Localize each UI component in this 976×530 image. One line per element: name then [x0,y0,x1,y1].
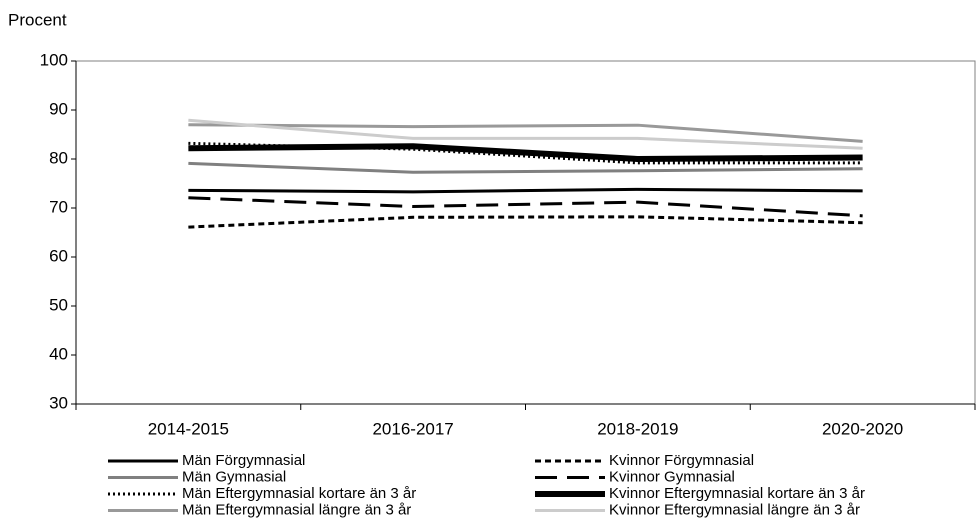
legend-label: Kvinnor Förgymnasial [609,452,754,469]
legend-label: Män Eftergymnasial kortare än 3 år [182,485,416,502]
legend-label: Kvinnor Gymnasial [609,468,735,485]
y-tick-label: 40 [49,344,68,363]
legend-label: Kvinnor Eftergymnasial längre än 3 år [609,501,860,518]
series-line [188,143,863,162]
x-tick-label: 2014-2015 [148,419,229,438]
x-tick-label: 2020-2020 [822,419,903,438]
series-line [188,118,863,150]
y-tick-label: 100 [40,50,68,69]
y-tick-label: 60 [49,246,68,265]
x-tick-label: 2016-2017 [372,419,453,438]
y-tick-label: 50 [49,295,68,314]
series-line [188,161,863,174]
legend-label: Män Eftergymnasial längre än 3 år [182,501,411,518]
legend-label: Män Gymnasial [182,468,286,485]
legend-label: Kvinnor Eftergymnasial kortare än 3 år [609,485,865,502]
y-tick-label: 70 [49,197,68,216]
series-line [188,187,863,194]
y-tick-label: 80 [49,148,68,167]
y-tick-label: 90 [49,99,68,118]
x-tick-label: 2018-2019 [597,419,678,438]
plot-frame [75,60,976,405]
series-line [188,123,863,143]
series-line [188,215,863,229]
y-tick-label: 30 [49,393,68,412]
y-axis-label: Procent [8,10,67,29]
series-line [188,196,863,218]
legend-label: Män Förgymnasial [182,452,305,469]
